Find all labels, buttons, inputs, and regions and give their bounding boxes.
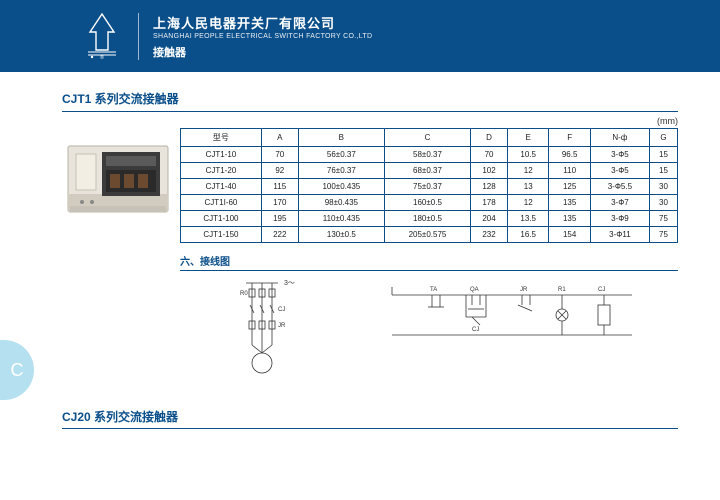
svg-text:CJ: CJ: [598, 287, 605, 293]
table-cell: 75: [649, 227, 677, 243]
table-cell: 180±0.5: [384, 211, 470, 227]
table-cell: 128: [471, 179, 508, 195]
header-text: 上海人民电器开关厂有限公司 SHANGHAI PEOPLE ELECTRICAL…: [138, 13, 372, 60]
svg-text:JR: JR: [520, 287, 528, 293]
svg-text:R0: R0: [240, 291, 248, 297]
table-cell: 102: [471, 163, 508, 179]
table-header-cell: A: [261, 129, 298, 147]
table-cell: CJT1-100: [181, 211, 262, 227]
product-image: [62, 136, 174, 226]
table-cell: CJT1I-60: [181, 195, 262, 211]
table-cell: 222: [261, 227, 298, 243]
table-cell: CJT1-40: [181, 179, 262, 195]
table-cell: 12: [508, 163, 549, 179]
spec-table: 型号ABCDEFN-фG CJT1-107056±0.3758±0.377010…: [180, 128, 678, 243]
table-cell: 154: [549, 227, 590, 243]
table-cell: 15: [649, 147, 677, 163]
table-cell: 195: [261, 211, 298, 227]
table-cell: 204: [471, 211, 508, 227]
table-cell: 13.5: [508, 211, 549, 227]
table-cell: 130±0.5: [298, 227, 384, 243]
table-cell: CJT1-150: [181, 227, 262, 243]
table-header-cell: B: [298, 129, 384, 147]
svg-text:TA: TA: [430, 287, 437, 293]
table-header-cell: N-ф: [590, 129, 649, 147]
section2-title: CJ20 系列交流接触器: [62, 408, 678, 425]
svg-text:®: ®: [100, 54, 104, 60]
table-cell: 3-Ф5: [590, 147, 649, 163]
table-cell: 3-Ф9: [590, 211, 649, 227]
table-cell: 70: [471, 147, 508, 163]
company-name-cn: 上海人民电器开关厂有限公司: [153, 13, 372, 32]
table-header-cell: D: [471, 129, 508, 147]
table-cell: 3-Ф5.5: [590, 179, 649, 195]
content-area: CJT1 系列交流接触器 (mm) 型号ABCDEFN-фG CJT1-1070…: [0, 72, 720, 429]
company-name-en: SHANGHAI PEOPLE ELECTRICAL SWITCH FACTOR…: [153, 33, 372, 40]
table-cell: 3-Ф11: [590, 227, 649, 243]
wiring-diagram: 3～ R0 CJ JR: [232, 275, 678, 390]
table-cell: 110±0.435: [298, 211, 384, 227]
table-cell: 75±0.37: [384, 179, 470, 195]
table-cell: 170: [261, 195, 298, 211]
table-row: CJT1-209276±0.3768±0.37102121103-Ф515: [181, 163, 678, 179]
table-cell: 110: [549, 163, 590, 179]
table-cell: 178: [471, 195, 508, 211]
section2-rule: [62, 428, 678, 429]
wiring-rule: [180, 270, 678, 271]
table-cell: 10.5: [508, 147, 549, 163]
table-cell: 58±0.37: [384, 147, 470, 163]
table-cell: 3-Ф5: [590, 163, 649, 179]
table-cell: CJT1-20: [181, 163, 262, 179]
svg-text:R1: R1: [558, 287, 566, 293]
svg-text:CJ: CJ: [472, 327, 479, 333]
table-cell: 125: [549, 179, 590, 195]
table-cell: 92: [261, 163, 298, 179]
svg-text:JR: JR: [278, 323, 286, 329]
table-cell: 16.5: [508, 227, 549, 243]
svg-text:3～: 3～: [284, 280, 295, 287]
table-header-cell: C: [384, 129, 470, 147]
table-header-cell: G: [649, 129, 677, 147]
table-cell: 75: [649, 211, 677, 227]
table-row: CJT1-107056±0.3758±0.377010.596.53-Ф515: [181, 147, 678, 163]
table-wrap: (mm) 型号ABCDEFN-фG CJT1-107056±0.3758±0.3…: [180, 116, 678, 243]
svg-text:QA: QA: [470, 287, 479, 293]
table-cell: 232: [471, 227, 508, 243]
table-cell: 76±0.37: [298, 163, 384, 179]
table-cell: 70: [261, 147, 298, 163]
section1-rule: [62, 111, 678, 112]
section1-title: CJT1 系列交流接触器: [62, 90, 678, 107]
table-cell: 56±0.37: [298, 147, 384, 163]
table-row: CJT1-150222130±0.5205±0.57523216.51543-Ф…: [181, 227, 678, 243]
svg-text:CJ: CJ: [278, 307, 285, 313]
table-cell: 15: [649, 163, 677, 179]
table-header-cell: F: [549, 129, 590, 147]
company-logo: ®: [80, 10, 124, 60]
table-header-cell: 型号: [181, 129, 262, 147]
table-cell: 98±0.435: [298, 195, 384, 211]
table-row: CJT1-40115100±0.43575±0.37128131253-Ф5.5…: [181, 179, 678, 195]
table-header-cell: E: [508, 129, 549, 147]
page-header: ® 上海人民电器开关厂有限公司 SHANGHAI PEOPLE ELECTRIC…: [0, 0, 720, 72]
table-cell: 115: [261, 179, 298, 195]
table-cell: 135: [549, 211, 590, 227]
table-row: CJT1-100195110±0.435180±0.520413.51353-Ф…: [181, 211, 678, 227]
table-row: CJT1I-6017098±0.435160±0.5178121353-Ф730: [181, 195, 678, 211]
table-cell: 30: [649, 179, 677, 195]
page-root: ® 上海人民电器开关厂有限公司 SHANGHAI PEOPLE ELECTRIC…: [0, 0, 720, 500]
unit-label: (mm): [180, 116, 678, 126]
table-cell: 160±0.5: [384, 195, 470, 211]
table-cell: 12: [508, 195, 549, 211]
table-cell: 30: [649, 195, 677, 211]
table-cell: 135: [549, 195, 590, 211]
header-subtitle: 接触器: [153, 44, 372, 60]
table-cell: 3-Ф7: [590, 195, 649, 211]
table-cell: 13: [508, 179, 549, 195]
table-cell: 205±0.575: [384, 227, 470, 243]
table-cell: 100±0.435: [298, 179, 384, 195]
table-cell: 96.5: [549, 147, 590, 163]
table-cell: 68±0.37: [384, 163, 470, 179]
wiring-title: 六、接线图: [180, 253, 678, 268]
table-cell: CJT1-10: [181, 147, 262, 163]
